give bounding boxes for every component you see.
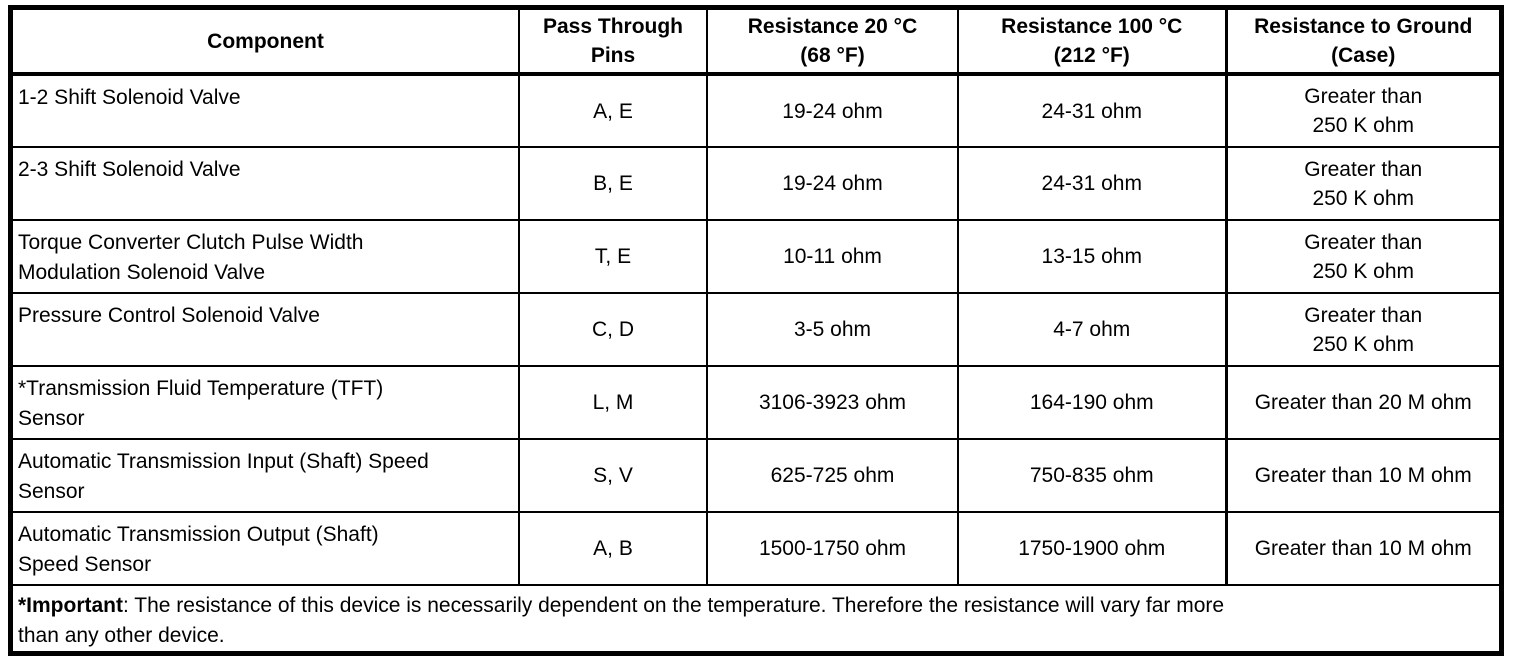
- cell-resistance-to-ground: Greater than 10 M ohm: [1224, 438, 1499, 513]
- resistance-spec-table: Component Pass Through Pins Resistance 2…: [13, 10, 1499, 651]
- cell-resistance-100c: 24-31 ohm: [957, 73, 1227, 148]
- header-row: Component Pass Through Pins Resistance 2…: [13, 10, 1499, 76]
- cell-component: 1-2 Shift Solenoid Valve: [13, 73, 520, 148]
- cell-resistance-20c: 625-725 ohm: [706, 438, 959, 513]
- cell-resistance-20c: 3-5 ohm: [706, 292, 959, 367]
- resistance-spec-table-frame: Component Pass Through Pins Resistance 2…: [8, 5, 1504, 656]
- header-cell-component: Component: [13, 10, 520, 76]
- cell-component: *Transmission Fluid Temperature (TFT) Se…: [13, 365, 520, 440]
- cell-resistance-to-ground: Greater than 250 K ohm: [1224, 219, 1499, 294]
- cell-resistance-100c: 1750-1900 ohm: [957, 511, 1227, 586]
- cell-resistance-to-ground: Greater than 10 M ohm: [1224, 511, 1499, 586]
- footnote-important-label: *Important: [18, 594, 123, 617]
- cell-pins: A, E: [518, 73, 708, 148]
- table-row: Automatic Transmission Output (Shaft) Sp…: [13, 511, 1499, 586]
- cell-component: Torque Converter Clutch Pulse Width Modu…: [13, 219, 520, 294]
- cell-resistance-100c: 750-835 ohm: [957, 438, 1227, 513]
- header-cell-pass-through-pins: Pass Through Pins: [518, 10, 708, 76]
- cell-pins: B, E: [518, 146, 708, 221]
- header-cell-resistance-100c: Resistance 100 °C (212 °F): [957, 10, 1227, 76]
- header-cell-resistance-to-ground: Resistance to Ground (Case): [1224, 10, 1499, 76]
- cell-pins: C, D: [518, 292, 708, 367]
- cell-resistance-100c: 24-31 ohm: [957, 146, 1227, 221]
- cell-resistance-to-ground: Greater than 250 K ohm: [1224, 146, 1499, 221]
- header-cell-resistance-20c: Resistance 20 °C (68 °F): [706, 10, 959, 76]
- footnote-row: *Important: The resistance of this devic…: [13, 584, 1499, 651]
- cell-resistance-to-ground: Greater than 250 K ohm: [1224, 292, 1499, 367]
- cell-resistance-20c: 1500-1750 ohm: [706, 511, 959, 586]
- cell-resistance-20c: 19-24 ohm: [706, 146, 959, 221]
- cell-resistance-to-ground: Greater than 250 K ohm: [1224, 73, 1499, 148]
- cell-resistance-100c: 164-190 ohm: [957, 365, 1227, 440]
- cell-pins: L, M: [518, 365, 708, 440]
- table-row: Pressure Control Solenoid Valve C, D 3-5…: [13, 292, 1499, 367]
- table-row: Automatic Transmission Input (Shaft) Spe…: [13, 438, 1499, 513]
- cell-component: Pressure Control Solenoid Valve: [13, 292, 520, 367]
- cell-resistance-20c: 19-24 ohm: [706, 73, 959, 148]
- cell-resistance-to-ground: Greater than 20 M ohm: [1224, 365, 1499, 440]
- cell-pins: S, V: [518, 438, 708, 513]
- footnote-text: : The resistance of this device is neces…: [18, 594, 1225, 647]
- cell-component: Automatic Transmission Output (Shaft) Sp…: [13, 511, 520, 586]
- cell-resistance-20c: 3106-3923 ohm: [706, 365, 959, 440]
- cell-component: Automatic Transmission Input (Shaft) Spe…: [13, 438, 520, 513]
- cell-pins: T, E: [518, 219, 708, 294]
- cell-resistance-20c: 10-11 ohm: [706, 219, 959, 294]
- cell-pins: A, B: [518, 511, 708, 586]
- cell-resistance-100c: 4-7 ohm: [957, 292, 1227, 367]
- table-row: Torque Converter Clutch Pulse Width Modu…: [13, 219, 1499, 294]
- cell-component: 2-3 Shift Solenoid Valve: [13, 146, 520, 221]
- table-row: *Transmission Fluid Temperature (TFT) Se…: [13, 365, 1499, 440]
- table-row: 1-2 Shift Solenoid Valve A, E 19-24 ohm …: [13, 73, 1499, 148]
- cell-resistance-100c: 13-15 ohm: [957, 219, 1227, 294]
- table-row: 2-3 Shift Solenoid Valve B, E 19-24 ohm …: [13, 146, 1499, 221]
- footnote-cell: *Important: The resistance of this devic…: [13, 584, 1499, 651]
